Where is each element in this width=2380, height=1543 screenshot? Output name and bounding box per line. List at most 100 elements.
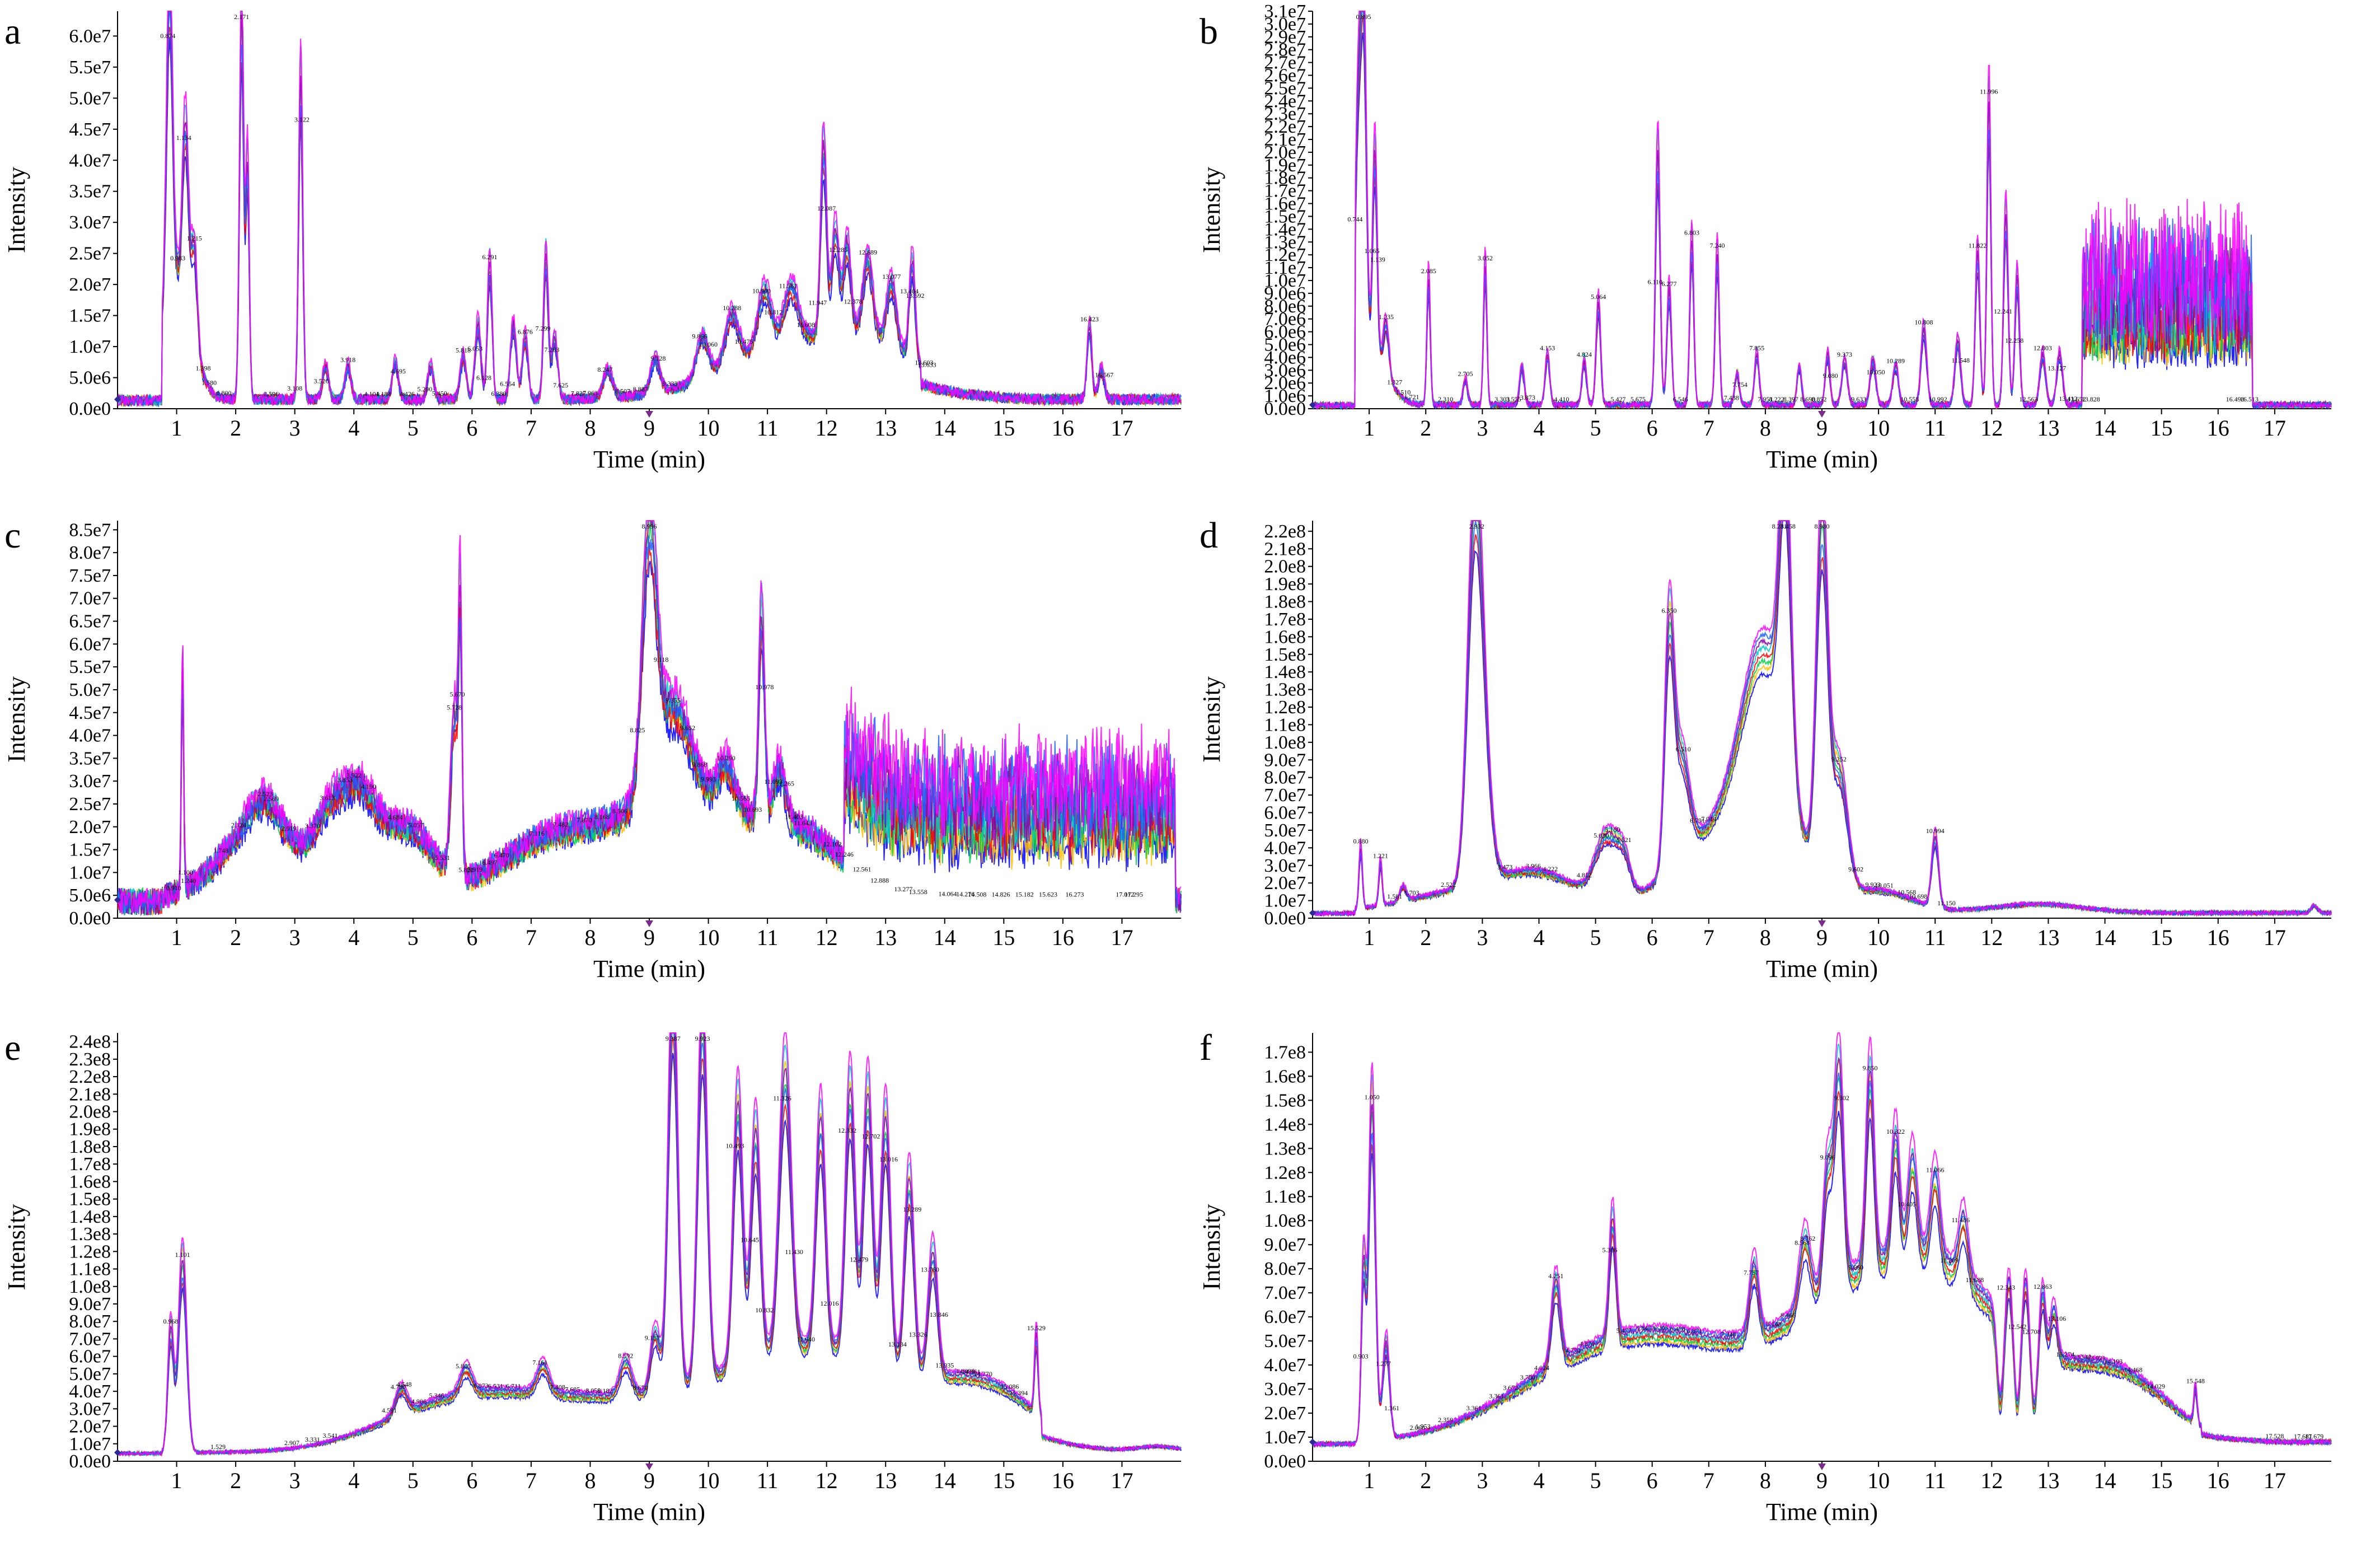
peak-label: 3.361 bbox=[1467, 1404, 1482, 1412]
peak-label: 10.050 bbox=[1867, 368, 1885, 376]
peak-label: 2.171 bbox=[234, 13, 249, 21]
peak-label: 7.299 bbox=[536, 324, 551, 332]
x-tick-label: 8 bbox=[584, 415, 596, 441]
peak-label: 11.688 bbox=[1966, 1276, 1984, 1284]
panel-letter: f bbox=[1200, 1027, 1212, 1068]
x-tick-label: 10 bbox=[1867, 415, 1890, 441]
x-tick-label: 4 bbox=[1533, 415, 1544, 441]
peak-label: 6.478 bbox=[1670, 1325, 1685, 1332]
peak-label: 10.978 bbox=[755, 683, 774, 691]
peak-label: 5.670 bbox=[449, 690, 465, 698]
peak-label: 11.150 bbox=[1937, 899, 1956, 907]
peak-label: 10.405 bbox=[1898, 1200, 1916, 1208]
y-tick-label: 1.2e8 bbox=[69, 1241, 111, 1262]
y-tick-label: 3.0e7 bbox=[69, 212, 111, 233]
y-tick-label: 1.9e8 bbox=[1264, 574, 1306, 595]
y-tick-label: 0.0e0 bbox=[1264, 399, 1306, 419]
y-tick-label: 3.1e7 bbox=[1264, 1, 1306, 22]
y-tick-label: 1.4e8 bbox=[1264, 1114, 1306, 1135]
peak-label: 15.623 bbox=[1039, 890, 1057, 898]
x-tick-label: 4 bbox=[1533, 1468, 1544, 1493]
peak-label: 8.507 bbox=[615, 387, 630, 395]
peak-label: 3.853 bbox=[338, 776, 353, 784]
x-tick-label: 11 bbox=[757, 415, 779, 441]
x-tick-label: 13 bbox=[874, 925, 897, 950]
peak-label: 10.060 bbox=[699, 340, 718, 348]
y-tick-label: 1.8e8 bbox=[69, 1137, 111, 1157]
x-tick-label: 13 bbox=[874, 1468, 897, 1493]
peak-label: 3.672 bbox=[1503, 1384, 1518, 1392]
peak-label: 3.918 bbox=[340, 356, 355, 363]
peak-label: 11.561 bbox=[779, 282, 798, 289]
peak-label: 3.122 bbox=[294, 115, 310, 123]
peak-label: 10.992 bbox=[1929, 395, 1947, 403]
peak-label: 13.846 bbox=[930, 1311, 948, 1318]
x-tick-label: 16 bbox=[2207, 415, 2229, 441]
peak-label: 9.660 bbox=[1848, 1264, 1863, 1271]
peak-label: 9.993 bbox=[701, 775, 716, 783]
peak-label: 13.127 bbox=[2048, 364, 2066, 372]
peak-label: 10.051 bbox=[1875, 882, 1894, 890]
baseline-marker bbox=[114, 1449, 121, 1456]
x-tick-label: 12 bbox=[816, 415, 838, 441]
y-tick-label: 2.7e7 bbox=[1264, 53, 1306, 73]
peak-label: 13.289 bbox=[903, 1205, 921, 1213]
chart-panel-c: c 0.0e05.0e61.0e71.5e72.0e72.5e73.0e73.5e… bbox=[3, 515, 1182, 983]
peak-label: 11.093 bbox=[764, 778, 783, 785]
peak-label: 5.728 bbox=[447, 704, 462, 712]
peak-label: 8.466 bbox=[1781, 1311, 1796, 1319]
peak-label: 13.935 bbox=[935, 1362, 954, 1369]
x-tick-label: 10 bbox=[697, 925, 720, 950]
y-tick-label: 1.2e8 bbox=[1264, 697, 1306, 718]
y-tick-label: 9.0e6 bbox=[1264, 283, 1306, 304]
peak-label: 11.066 bbox=[1926, 1166, 1945, 1174]
peak-label: 17.528 bbox=[2265, 1432, 2284, 1440]
panel-letter: e bbox=[4, 1027, 21, 1068]
y-tick-label: 1.2e7 bbox=[1264, 245, 1306, 265]
x-tick-label: 17 bbox=[2264, 415, 2286, 441]
peak-label: 12.888 bbox=[870, 876, 889, 884]
peak-label: 14.508 bbox=[968, 890, 986, 898]
time-marker bbox=[1818, 411, 1826, 418]
y-tick-label: 5.0e7 bbox=[69, 1364, 111, 1385]
peak-label: 2.310 bbox=[1438, 395, 1453, 403]
peak-label: 9.868 bbox=[692, 761, 707, 769]
peak-label: 9.602 bbox=[1848, 866, 1863, 873]
peak-label: 3.873 bbox=[1520, 394, 1535, 401]
peak-label: 12.689 bbox=[859, 248, 877, 256]
peak-label: 16.423 bbox=[1080, 315, 1099, 323]
peak-label: 2.085 bbox=[1421, 267, 1436, 275]
y-tick-label: 2.2e8 bbox=[69, 1067, 111, 1087]
peak-label: 14.361 bbox=[962, 1368, 981, 1376]
y-tick-label: 5.0e6 bbox=[69, 885, 111, 906]
x-tick-label: 15 bbox=[2151, 925, 2173, 950]
peak-label: 1.748 bbox=[213, 847, 228, 854]
x-tick-label: 8 bbox=[1760, 1468, 1771, 1493]
y-tick-label: 1.1e8 bbox=[1264, 1186, 1306, 1207]
peak-label: 5.450 bbox=[432, 390, 447, 398]
y-tick-label: 1.7e7 bbox=[1264, 181, 1306, 202]
peak-label: 1.703 bbox=[1404, 889, 1419, 897]
peak-label: 0.744 bbox=[1347, 215, 1362, 223]
x-tick-label: 12 bbox=[1980, 415, 2003, 441]
x-axis-title: Time (min) bbox=[593, 955, 705, 983]
peak-label: 5.521 bbox=[1617, 836, 1632, 844]
y-tick-label: 2.2e8 bbox=[1264, 521, 1306, 542]
x-tick-label: 4 bbox=[1533, 925, 1544, 950]
y-tick-label: 7.0e7 bbox=[69, 1329, 111, 1349]
x-tick-label: 16 bbox=[2207, 925, 2229, 950]
peak-label: 1.327 bbox=[1387, 378, 1402, 386]
y-tick-label: 1.6e8 bbox=[69, 1171, 111, 1192]
y-tick-label: 4.5e7 bbox=[69, 119, 111, 140]
y-axis-title: Intensity bbox=[1198, 1204, 1225, 1290]
peak-label: 8.247 bbox=[597, 366, 612, 373]
y-tick-label: 3.0e6 bbox=[1264, 360, 1306, 381]
peak-label: 8.182 bbox=[597, 1387, 612, 1395]
peak-label: 13.106 bbox=[2048, 1315, 2066, 1322]
peak-label: 1.277 bbox=[1376, 1360, 1391, 1368]
x-tick-label: 6 bbox=[466, 925, 477, 950]
y-tick-label: 1.0e7 bbox=[1264, 891, 1306, 911]
peak-label: 7.240 bbox=[1709, 241, 1725, 249]
peak-label: 4.548 bbox=[396, 1381, 411, 1388]
peak-label: 1.953 bbox=[1416, 1423, 1431, 1430]
